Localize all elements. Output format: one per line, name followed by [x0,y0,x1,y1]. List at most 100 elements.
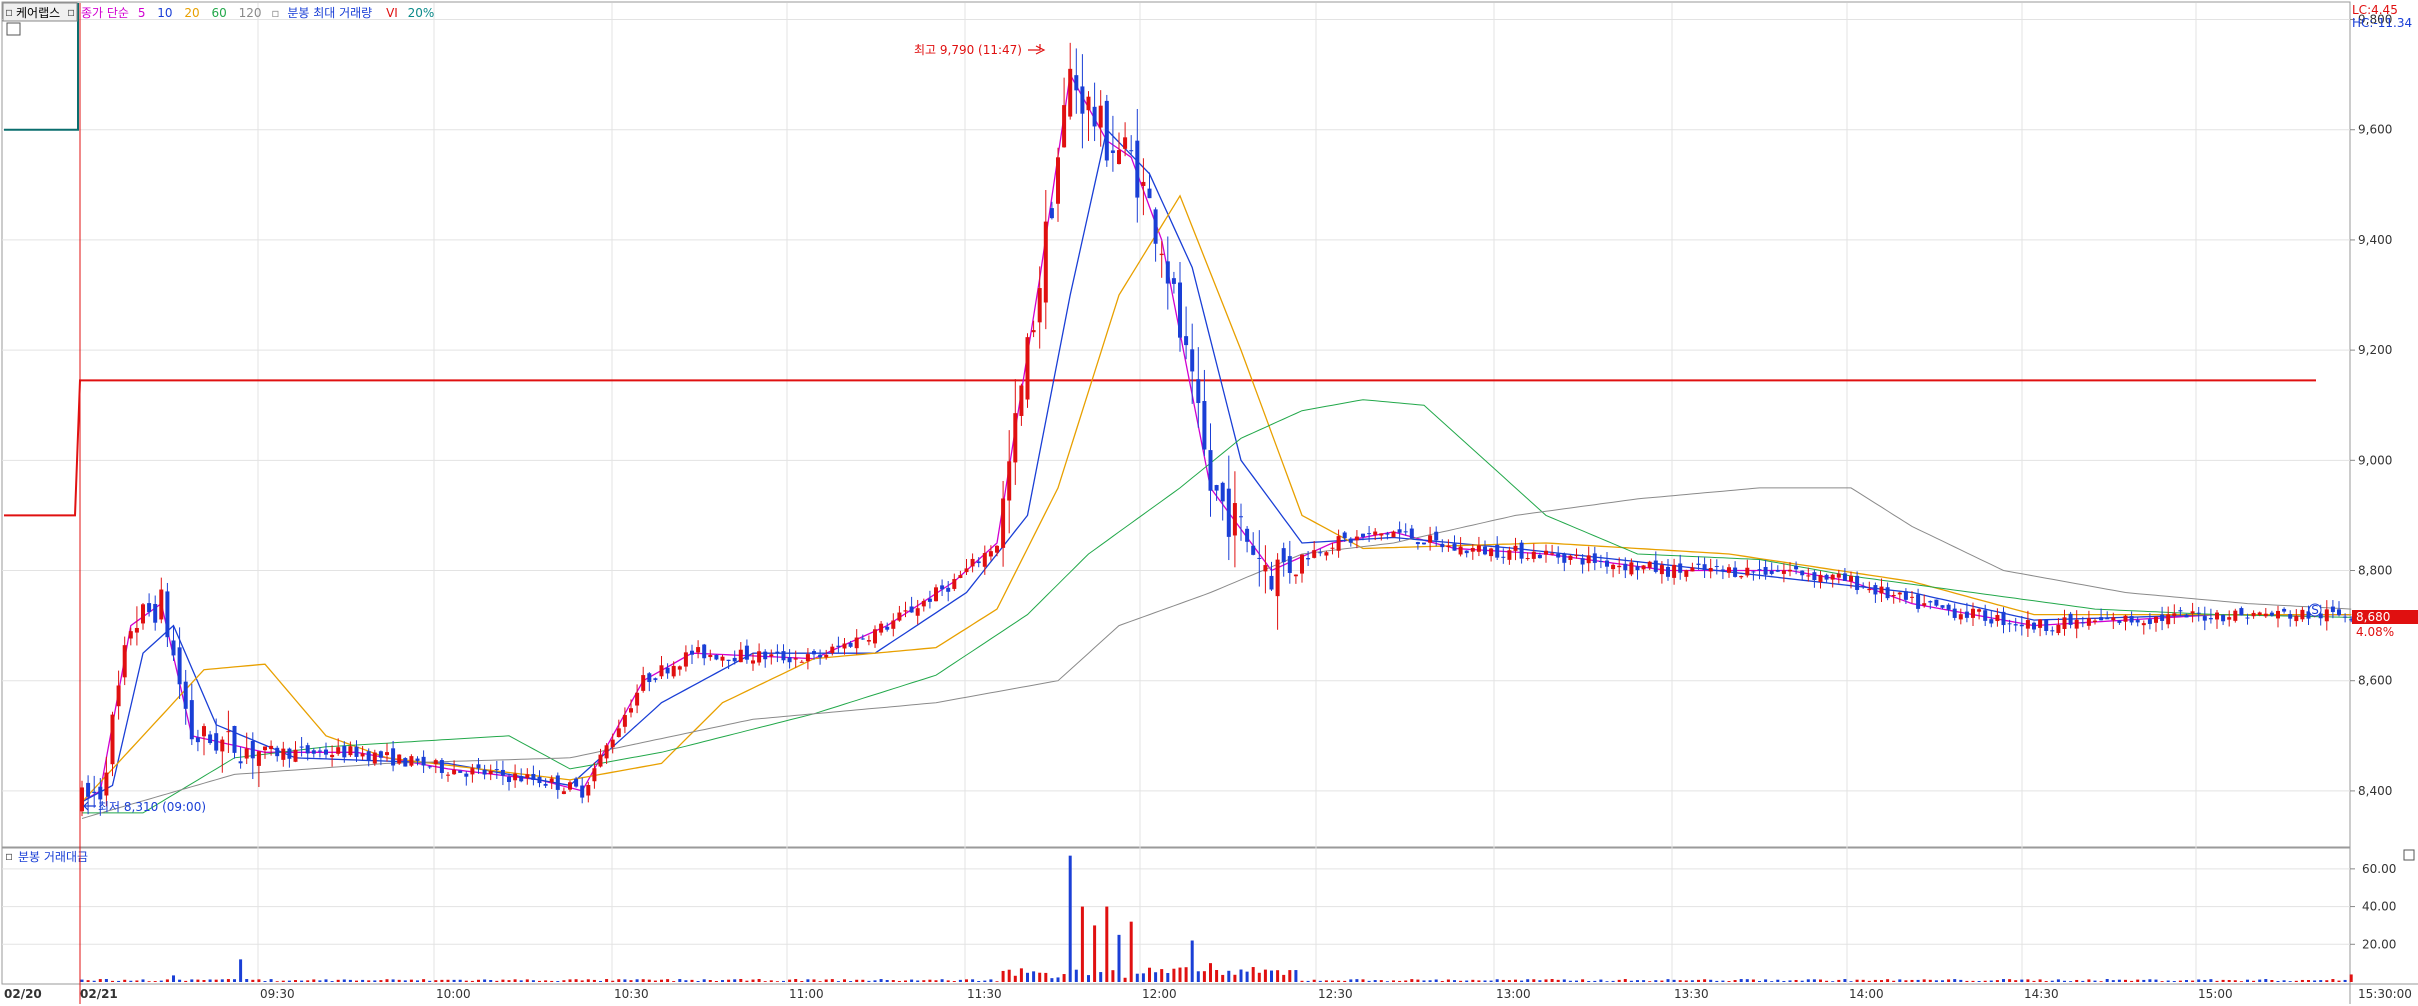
volume-bar [1007,969,1011,982]
candle-body [598,754,603,767]
candle-body [1458,546,1463,555]
candle-body [1525,558,1530,560]
volume-bar [1196,971,1200,982]
volume-bar [1575,980,1578,982]
time-tick-label: 14:30 [2024,987,2059,1001]
symbol-box[interactable] [2,2,78,22]
volume-bar [2148,979,2152,982]
candle-body [2208,618,2213,620]
volume-bar [1507,980,1511,982]
candle-body [1287,556,1292,573]
candle-body [1977,609,1982,612]
volume-bar [1660,980,1664,982]
volume-bar [1843,979,1847,982]
volume-bar [165,979,169,982]
volume-bar [2008,979,2012,982]
volume-bar [220,979,224,982]
volume-bar [477,979,480,982]
candle-body [927,598,932,602]
volume-bar [391,979,395,982]
volume-bar [788,979,792,982]
low-arrow-icon [83,801,96,811]
candle-body [2263,613,2268,617]
volume-bar [574,979,578,982]
candle-body [1165,261,1170,284]
candles [80,42,2354,817]
grid-toggle-icon[interactable] [6,22,21,36]
volume-bar [214,979,218,982]
volume-bar [434,980,438,982]
candle-body [2154,616,2158,623]
volume-bar [1093,925,1097,982]
time-tick-label: 13:30 [1674,987,1709,1001]
candle-body [1879,586,1884,594]
volume-bar [2032,980,2036,982]
candle-body [1257,557,1262,559]
candle-body [1916,594,1921,609]
candle-body [1379,533,1384,536]
volume-tick-label: 20.00 [2362,937,2396,951]
candle-body [988,551,993,557]
candle-body [818,654,823,658]
ma60-period: 60 [212,6,227,20]
candle-body [690,650,694,655]
candle-body [696,647,701,653]
volume-bar [1477,980,1481,982]
candle-body [391,748,396,766]
candle-body [1910,596,1914,598]
candle-body [403,758,408,767]
candle-body [1556,553,1561,558]
volume-bar [1062,974,1066,982]
candle-body [1403,531,1408,533]
candle-body [2178,610,2183,612]
ma10-period: 10 [157,6,172,20]
volume-bar [2191,980,2195,982]
panel-toggle-icon[interactable] [2403,849,2415,861]
volume-bar [1251,967,1255,982]
volume-bar [1855,979,1859,982]
volume-bar [1715,980,1719,982]
volume-bar [897,980,901,982]
volume-bars [80,855,2353,982]
volume-bar [263,981,267,982]
volume-bar [483,979,487,982]
candle-body [1397,529,1402,533]
candle-body [1037,288,1042,323]
candle-body [1324,552,1329,556]
candle-body [208,734,213,744]
ma120-period: 120 [239,6,262,20]
candle-body [2330,606,2335,613]
volume-bar [519,980,523,982]
candle-body [202,726,206,737]
candle-body [574,778,579,787]
candle-body [2306,611,2311,619]
time-tick-label: 02/20 [4,987,42,1001]
volume-bar [239,959,243,982]
volume-bar [2038,979,2042,982]
time-tick-label: 12:30 [1318,987,1353,1001]
candle-body [147,603,152,613]
candle-body [1348,538,1353,543]
candle-body [263,746,267,751]
settings-icon[interactable]: ▫ [67,5,75,19]
candle-body [2056,624,2061,633]
candle-body [324,749,328,755]
volume-bar [98,979,102,982]
candle-body [1007,461,1012,501]
volume-bar [1727,981,1731,982]
candle-body [1269,575,1274,590]
candle-body [1794,565,1799,570]
candle-body [1531,551,1536,559]
volume-bar [342,979,346,982]
candle-body [226,731,231,733]
volume-bar [940,979,944,982]
candle-body [1568,555,1573,560]
volume-bar [910,979,914,982]
volume-bar [1337,980,1341,982]
candle-body [1745,567,1750,576]
volume-bar [1459,980,1463,982]
candle-body [342,746,347,758]
candle-body [2227,617,2232,620]
volume-bar [367,980,371,982]
